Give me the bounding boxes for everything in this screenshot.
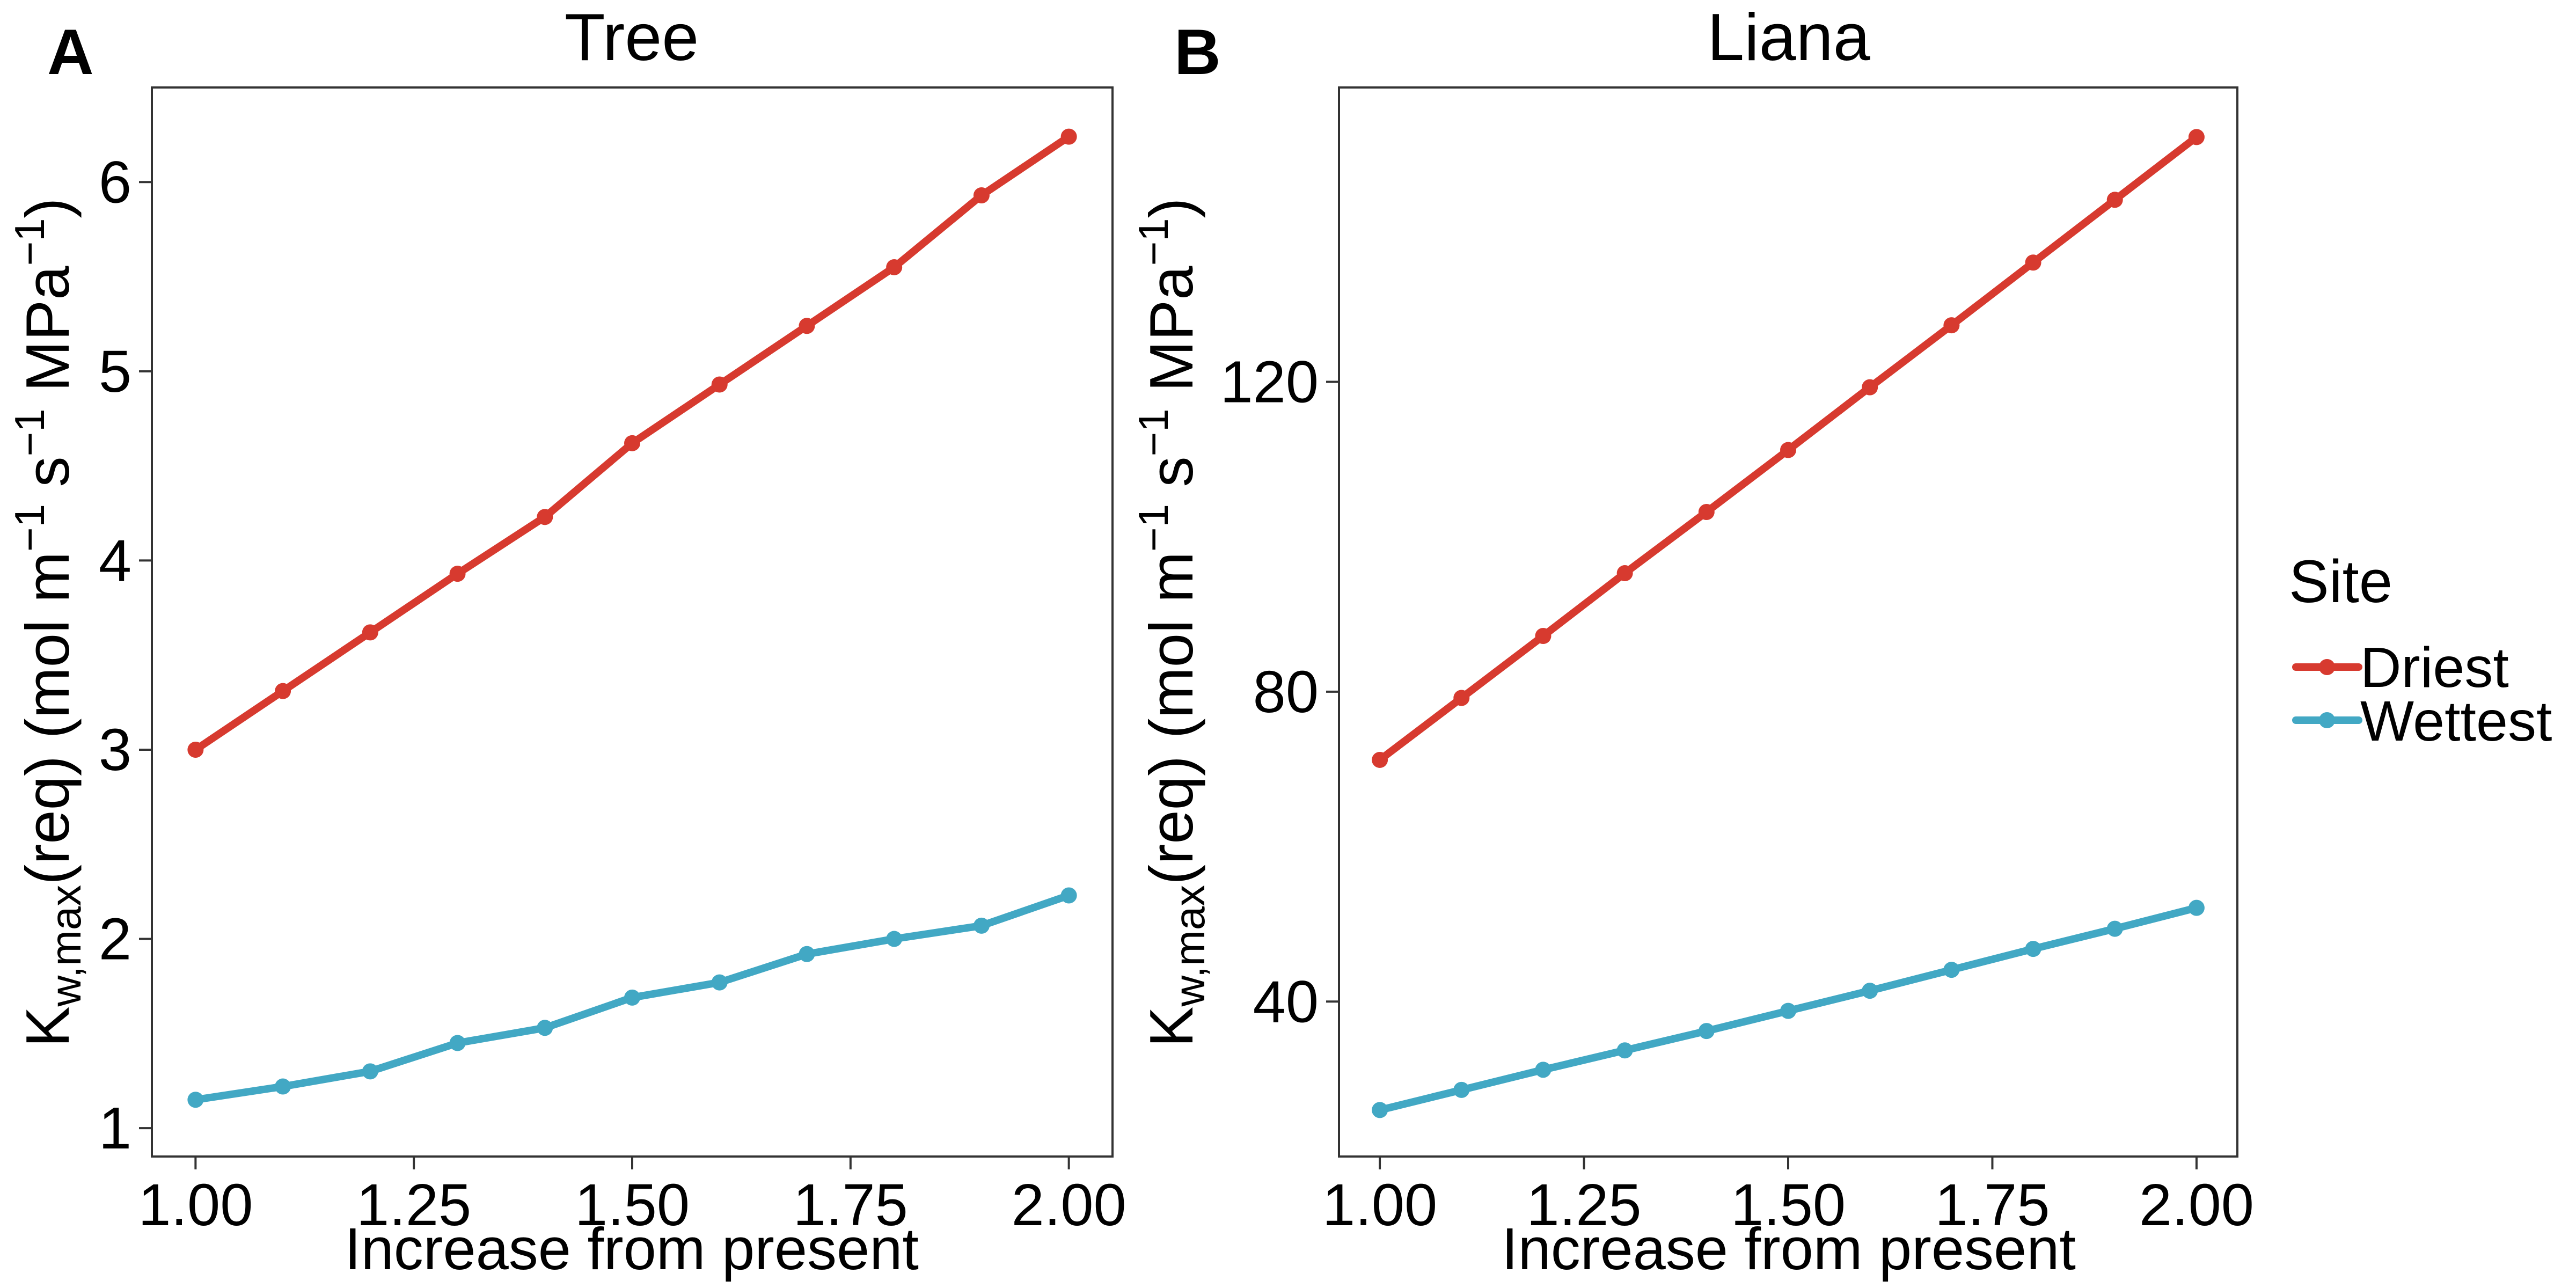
data-point-driest	[1060, 128, 1077, 145]
y-tick-label: 1	[99, 1095, 131, 1161]
data-point-wettest	[537, 1020, 553, 1036]
data-point-driest	[1372, 751, 1388, 768]
data-point-wettest	[362, 1063, 378, 1080]
legend-label-driest: Driest	[2360, 636, 2509, 699]
data-point-wettest	[2025, 941, 2041, 957]
data-point-driest	[1616, 565, 1633, 582]
data-point-wettest	[1453, 1081, 1470, 1098]
data-point-wettest	[1535, 1062, 1552, 1078]
y-tick-label: 5	[99, 339, 131, 405]
data-point-driest	[1780, 442, 1796, 458]
panel-a-x-axis: 1.00 1.25 1.50 1.75 2.00	[138, 1157, 1126, 1238]
panel-b-plot-frame	[1338, 86, 2238, 1158]
x-tick-label: 1.50	[575, 1172, 690, 1238]
x-tick-label: 1.00	[1322, 1172, 1437, 1238]
data-point-wettest	[624, 989, 640, 1006]
legend-label-wettest: Wettest	[2360, 690, 2552, 753]
data-point-driest	[275, 683, 291, 699]
panel-a-x-axis-title: Increase from present	[345, 1216, 919, 1282]
data-point-driest	[1535, 627, 1552, 644]
y-tick-label: 120	[1220, 349, 1319, 415]
data-point-wettest	[1616, 1042, 1633, 1059]
x-tick-label: 1.00	[138, 1172, 253, 1238]
y-tick-label: 80	[1253, 659, 1319, 725]
legend-title: Site	[2289, 548, 2392, 615]
data-point-driest	[362, 624, 378, 641]
panel-a-series	[187, 128, 1077, 1108]
data-point-driest	[2106, 192, 2123, 208]
data-point-wettest	[449, 1035, 466, 1051]
data-point-wettest	[275, 1078, 291, 1095]
data-point-driest	[187, 741, 204, 758]
data-point-wettest	[1862, 983, 1878, 999]
y-tick-label: 40	[1253, 969, 1319, 1035]
data-point-driest	[2188, 129, 2205, 145]
data-point-wettest	[1372, 1102, 1388, 1118]
panel-b-y-axis-title: Kw,max(req) (mol m−1 s−1 MPa−1)	[1130, 198, 1213, 1048]
legend-key-point-wettest	[2319, 712, 2335, 728]
panel-b-x-axis-title: Increase from present	[1502, 1216, 2076, 1282]
x-tick-label: 1.25	[1526, 1172, 1641, 1238]
y-tick-label: 2	[99, 906, 131, 972]
data-point-driest	[1698, 504, 1715, 521]
panel-a-y-axis-title: Kw,max(req) (mol m−1 s−1 MPa−1)	[6, 198, 90, 1048]
legend-key-point-driest	[2319, 659, 2335, 675]
data-point-wettest	[1698, 1023, 1715, 1040]
x-tick-label: 1.50	[1731, 1172, 1846, 1238]
data-point-driest	[886, 259, 903, 275]
data-point-wettest	[799, 946, 815, 962]
panel-b-y-axis: 40 80 120	[1220, 349, 1339, 1035]
legend-entry-wettest: Wettest	[2292, 690, 2552, 753]
data-point-wettest	[1943, 962, 1960, 978]
panel-a-title: Tree	[565, 1, 699, 75]
data-point-wettest	[1060, 887, 1077, 904]
data-point-wettest	[886, 931, 903, 947]
legend-entry-driest: Driest	[2292, 636, 2509, 699]
data-point-wettest	[2188, 899, 2205, 916]
data-point-driest	[973, 187, 990, 203]
x-tick-label: 2.00	[2139, 1172, 2254, 1238]
panel-b-series	[1372, 129, 2205, 1118]
y-tick-label: 6	[99, 149, 131, 215]
y-tick-label: 4	[99, 528, 131, 594]
data-point-driest	[1862, 379, 1878, 396]
data-point-driest	[624, 435, 640, 451]
panel-b-title: Liana	[1707, 1, 1870, 75]
data-point-wettest	[1780, 1002, 1796, 1019]
x-tick-label: 1.75	[1935, 1172, 2050, 1238]
x-tick-label: 2.00	[1012, 1172, 1126, 1238]
legend: Site Driest Wettest	[2289, 548, 2552, 753]
panel-a-letter: A	[47, 16, 94, 88]
data-point-driest	[711, 376, 728, 393]
x-tick-label: 1.25	[356, 1172, 471, 1238]
data-point-wettest	[2106, 920, 2123, 937]
data-point-wettest	[711, 974, 728, 991]
panel-b-liana: B Liana 1.00 1.25 1.50 1.75 2.00 40 80 120 Inc…	[1130, 1, 2254, 1282]
data-point-driest	[1943, 317, 1960, 334]
data-point-wettest	[973, 917, 990, 934]
panel-a-tree: A Tree 1.00 1.25 1.50 1.75 2.00 1 2 3 4 5 6 Incre…	[6, 1, 1126, 1282]
y-tick-label: 3	[99, 717, 131, 783]
x-tick-label: 1.75	[793, 1172, 908, 1238]
data-point-driest	[537, 509, 553, 525]
panel-b-letter: B	[1174, 16, 1221, 88]
data-point-driest	[2025, 254, 2041, 271]
data-point-wettest	[187, 1092, 204, 1108]
data-point-driest	[1453, 690, 1470, 706]
panel-b-x-axis: 1.00 1.25 1.50 1.75 2.00	[1322, 1157, 2254, 1238]
data-point-driest	[799, 318, 815, 334]
data-point-driest	[449, 566, 466, 582]
panel-a-y-axis: 1 2 3 4 5 6	[99, 149, 152, 1161]
